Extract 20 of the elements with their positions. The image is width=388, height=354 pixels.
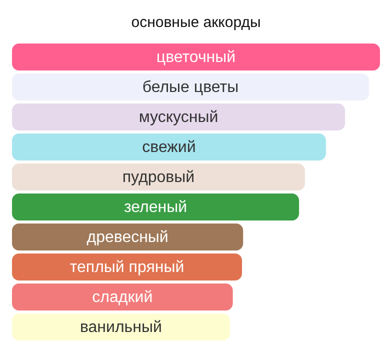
y-tick-label: мускусный (138, 109, 218, 126)
y-tick-label: белые цветы (142, 79, 239, 96)
chart-title: основные аккорды (131, 14, 261, 31)
y-tick-label: теплый пряный (70, 259, 184, 276)
bar (12, 224, 244, 250)
y-tick-label: зеленый (124, 199, 188, 216)
y-tick-label: свежий (142, 139, 196, 156)
y-tick-label: древесный (86, 229, 168, 246)
bar (12, 254, 242, 280)
bar (12, 314, 230, 340)
bar (12, 164, 305, 190)
y-tick-label: сладкий (92, 289, 153, 306)
bar (12, 104, 346, 130)
bar (12, 134, 326, 160)
y-tick-label: пудровый (122, 169, 195, 186)
bar (12, 284, 233, 310)
bar (12, 44, 380, 70)
y-tick-label: цветочный (156, 49, 236, 66)
bar (12, 194, 300, 220)
y-tick-label: ванильный (80, 319, 162, 336)
